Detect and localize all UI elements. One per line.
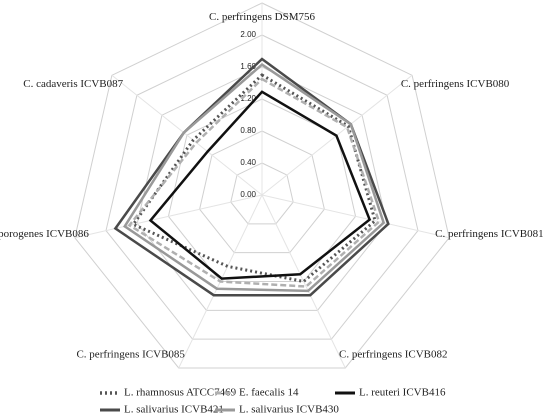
grid-ring [136,66,388,311]
grid-ring [230,162,294,225]
axis-label: C. perfringens ICVB082 [339,349,447,361]
grid-ring [167,98,357,282]
spoke [111,74,263,196]
grid-ring [105,34,419,340]
series-line [131,73,377,284]
axis-label: C. perfringens ICVB085 [76,349,185,361]
axis-label: C. sporogenes ICVB086 [0,228,89,240]
spoke [261,194,346,369]
series-line [148,90,372,280]
legend-label: L. salivarius ICVB430 [239,404,339,416]
axis-label: C. perfringens ICVB081 [435,228,543,240]
spoke [74,194,263,239]
series-line [123,63,386,293]
tick-label: 0.40 [240,158,256,167]
grid-ring [199,130,325,254]
tick-label: 2.00 [240,30,256,39]
tick-label: 1.20 [240,94,256,103]
tick-label: 0.80 [240,126,256,135]
legend-label: E. faecalis 14 [239,387,299,399]
axis-label: C. perfringens ICVB080 [401,78,510,90]
axis-label: C. perfringens DSM756 [209,11,316,23]
axis-label: C. cadaveris ICVB087 [23,78,123,90]
outer-ring [74,2,450,369]
series-line [127,77,381,288]
spoke [261,194,450,239]
tick-label: 0.00 [240,190,256,199]
tick-label: 1.60 [240,62,256,71]
legend-label: L. rhamnosus ATCC7469 [124,387,237,399]
legend-label: L. salivarius ICVB421 [124,404,224,416]
legend-label: L. reuteri ICVB416 [359,387,446,399]
